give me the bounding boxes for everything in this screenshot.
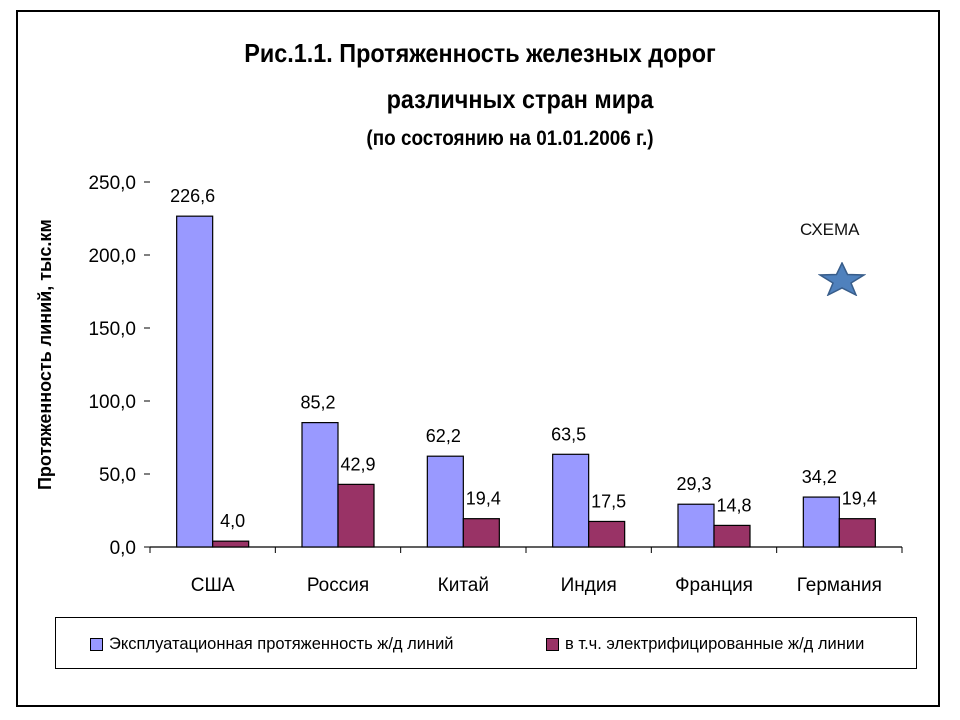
bar-total — [301, 422, 339, 548]
bar-electrified — [588, 520, 626, 548]
bar-total — [677, 503, 715, 548]
slide-frame — [16, 10, 940, 707]
data-label-total: 62,2 — [426, 426, 461, 446]
data-label-electrified: 17,5 — [591, 491, 626, 511]
chart-subtitle: (по состоянию на 01.01.2006 г.) — [366, 127, 654, 150]
x-tick-label: Индия — [561, 575, 617, 596]
data-label-total: 63,5 — [551, 424, 586, 444]
legend: Эксплуатационная протяженность ж/д линий… — [55, 617, 917, 669]
bar-total — [426, 455, 464, 548]
bar-total — [552, 453, 590, 548]
bar-total — [176, 215, 214, 548]
y-tick-label: 100,0 — [88, 392, 136, 413]
data-label-electrified: 19,4 — [466, 489, 501, 509]
y-tick-label: 250,0 — [88, 173, 136, 194]
y-tick-label: 150,0 — [88, 319, 136, 340]
legend-label-total: Эксплуатационная протяженность ж/д линий — [109, 635, 454, 653]
bar-electrified — [462, 518, 500, 548]
x-tick-label: Россия — [307, 575, 369, 596]
data-label-total: 226,6 — [170, 186, 215, 206]
schema-annotation: СХЕМА — [800, 220, 860, 239]
x-tick-label: Франция — [675, 575, 753, 596]
bar-electrified — [337, 483, 375, 548]
star-icon — [818, 262, 866, 296]
data-label-electrified: 42,9 — [340, 454, 375, 474]
chart-title: Рис.1.1. Протяженность железных дорог — [244, 38, 716, 68]
data-label-total: 29,3 — [676, 474, 711, 494]
legend-swatch-total — [90, 638, 103, 651]
y-tick-label: 0,0 — [110, 538, 136, 559]
bar-electrified — [212, 540, 250, 548]
bar-electrified — [713, 524, 751, 548]
x-tick-label: Германия — [797, 575, 882, 596]
data-label-electrified: 19,4 — [842, 489, 877, 509]
x-tick-label: США — [191, 575, 235, 596]
data-label-total: 34,2 — [802, 467, 837, 487]
data-label-electrified: 4,0 — [220, 511, 245, 531]
data-label-electrified: 14,8 — [716, 495, 751, 515]
legend-swatch-electrified — [546, 638, 559, 651]
data-label-total: 85,2 — [300, 393, 335, 413]
x-tick-label: Китай — [438, 575, 489, 596]
chart-title-line2: различных стран мира — [386, 84, 654, 114]
legend-label-electrified: в т.ч. электрифицированные ж/д линии — [565, 635, 865, 653]
bar-total — [802, 496, 840, 548]
bar-electrified — [838, 518, 876, 548]
y-tick-label: 200,0 — [88, 246, 136, 267]
legend-item-electrified: в т.ч. электрифицированные ж/д линии — [546, 635, 864, 654]
y-tick-label: 50,0 — [99, 465, 136, 486]
legend-item-total: Эксплуатационная протяженность ж/д линий — [90, 635, 454, 654]
